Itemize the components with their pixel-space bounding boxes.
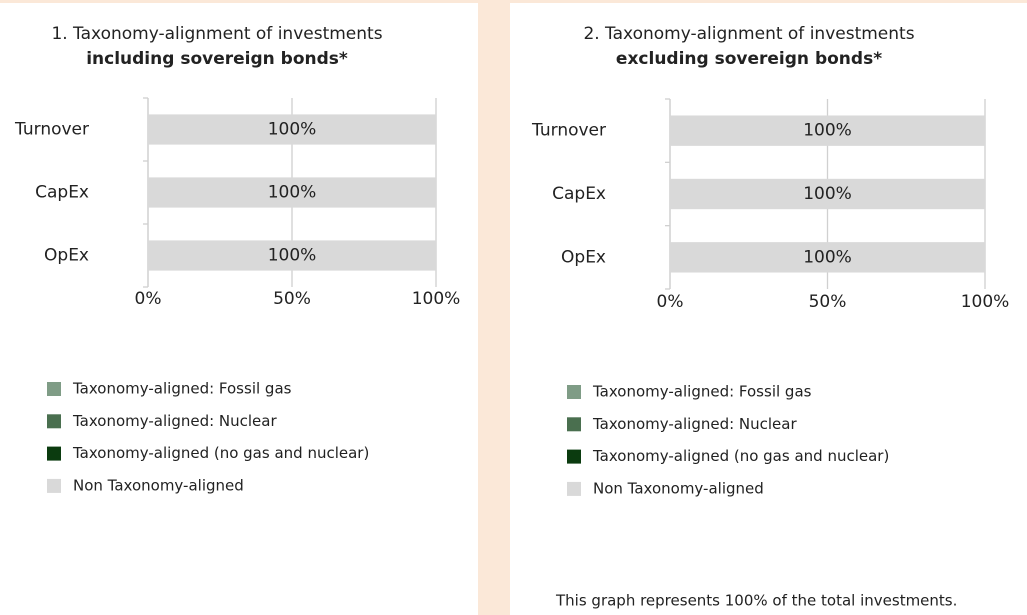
legend-label: Non Taxonomy-aligned xyxy=(73,476,244,494)
legend-label: Taxonomy-aligned: Fossil gas xyxy=(592,383,812,401)
legend-swatch xyxy=(567,449,581,464)
bar-segment xyxy=(670,115,985,146)
footnote: This graph represents 100% of the total … xyxy=(555,592,957,610)
legend-swatch xyxy=(567,385,581,399)
data-label: 100% xyxy=(268,246,317,266)
legend-swatch xyxy=(567,417,581,432)
bar-segment xyxy=(148,114,436,145)
y-tick-label: CapEx xyxy=(35,183,89,203)
legend-swatch xyxy=(47,382,61,396)
x-tick-label: 50% xyxy=(273,289,311,309)
data-label: 100% xyxy=(268,120,317,140)
legend-swatch xyxy=(47,478,61,493)
chart-title: 2. Taxonomy-alignment of investments xyxy=(583,24,914,44)
y-tick-label: OpEx xyxy=(561,247,606,267)
legend-label: Taxonomy-aligned: Nuclear xyxy=(592,415,797,433)
data-label: 100% xyxy=(268,183,317,203)
legend-swatch xyxy=(47,446,61,461)
chart-subtitle: excluding sovereign bonds* xyxy=(616,49,882,69)
y-tick-label: Turnover xyxy=(14,120,89,140)
chart-title: 1. Taxonomy-alignment of investments xyxy=(51,24,382,44)
y-tick-label: OpEx xyxy=(44,246,89,266)
legend-swatch xyxy=(47,414,61,429)
y-tick-label: Turnover xyxy=(531,121,606,141)
y-tick-label: CapEx xyxy=(552,184,606,204)
legend-swatch xyxy=(567,481,581,496)
legend-label: Taxonomy-aligned (no gas and nuclear) xyxy=(72,444,369,462)
bar-segment xyxy=(670,178,985,210)
bar-segment xyxy=(148,177,436,208)
right-panel xyxy=(510,3,1027,615)
legend-label: Taxonomy-aligned: Fossil gas xyxy=(72,380,292,398)
data-label: 100% xyxy=(803,121,852,141)
x-tick-label: 0% xyxy=(135,289,162,309)
data-label: 100% xyxy=(803,247,852,267)
x-tick-label: 0% xyxy=(657,292,684,312)
x-tick-label: 50% xyxy=(809,292,847,312)
legend-label: Taxonomy-aligned: Nuclear xyxy=(72,412,277,430)
bar-segment xyxy=(148,240,436,271)
left-panel xyxy=(0,3,478,615)
chart-subtitle: including sovereign bonds* xyxy=(86,49,348,69)
x-tick-label: 100% xyxy=(961,292,1010,312)
legend-label: Taxonomy-aligned (no gas and nuclear) xyxy=(592,447,889,465)
bar-segment xyxy=(670,242,985,273)
x-tick-label: 100% xyxy=(412,289,461,309)
legend-label: Non Taxonomy-aligned xyxy=(593,479,764,497)
data-label: 100% xyxy=(803,184,852,204)
